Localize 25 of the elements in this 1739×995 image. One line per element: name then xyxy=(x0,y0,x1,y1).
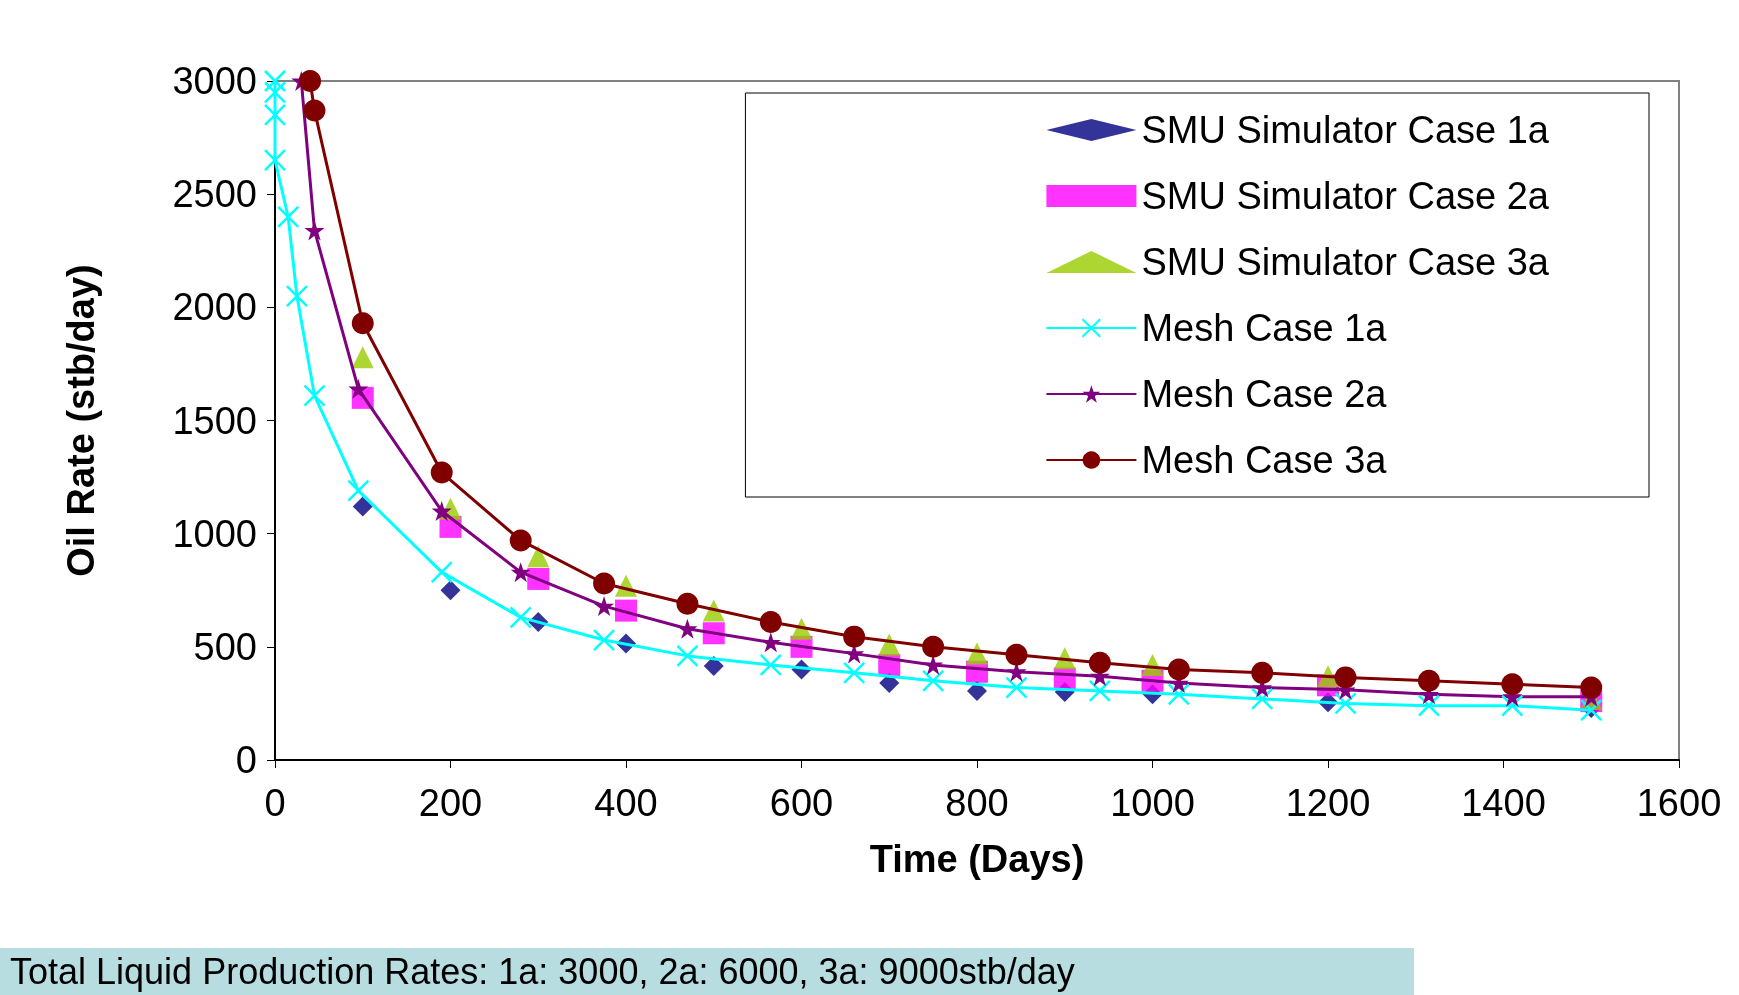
legend-label: SMU Simulator Case 3a xyxy=(1141,241,1550,283)
x-tick-label: 1600 xyxy=(1636,782,1722,824)
y-tick-label: 2000 xyxy=(172,286,257,329)
y-tick-label: 3000 xyxy=(172,60,257,102)
x-tick-label: 200 xyxy=(418,782,483,824)
y-tick-label: 1000 xyxy=(172,512,257,555)
y-axis-title: Oil Rate (stb/day) xyxy=(60,264,102,577)
legend-label: Mesh Case 1a xyxy=(1141,307,1388,349)
legend-label: SMU Simulator Case 2a xyxy=(1141,175,1550,217)
x-tick-label: 1400 xyxy=(1461,782,1546,824)
x-tick-label: 1200 xyxy=(1285,782,1371,824)
legend-label: Mesh Case 2a xyxy=(1141,373,1388,415)
x-axis-title: Time (Days) xyxy=(869,838,1085,880)
x-tick-label: 600 xyxy=(769,782,834,824)
x-tick-label: 800 xyxy=(945,782,1009,824)
x-tick-label: 0 xyxy=(264,782,286,824)
legend-label: SMU Simulator Case 1a xyxy=(1141,109,1550,151)
y-tick-label: 500 xyxy=(193,625,257,668)
y-tick-label: 0 xyxy=(235,739,257,781)
y-tick-label: 1500 xyxy=(172,399,257,442)
legend-label: Mesh Case 3a xyxy=(1141,439,1388,481)
y-tick-label: 2500 xyxy=(172,173,257,216)
x-tick-label: 1000 xyxy=(1110,782,1195,824)
text: Total Liquid Production Rates: 1a: 3000, 2a: 6000, 3a: 9000stb/day xyxy=(0,948,1414,995)
x-tick-label: 400 xyxy=(594,782,658,824)
